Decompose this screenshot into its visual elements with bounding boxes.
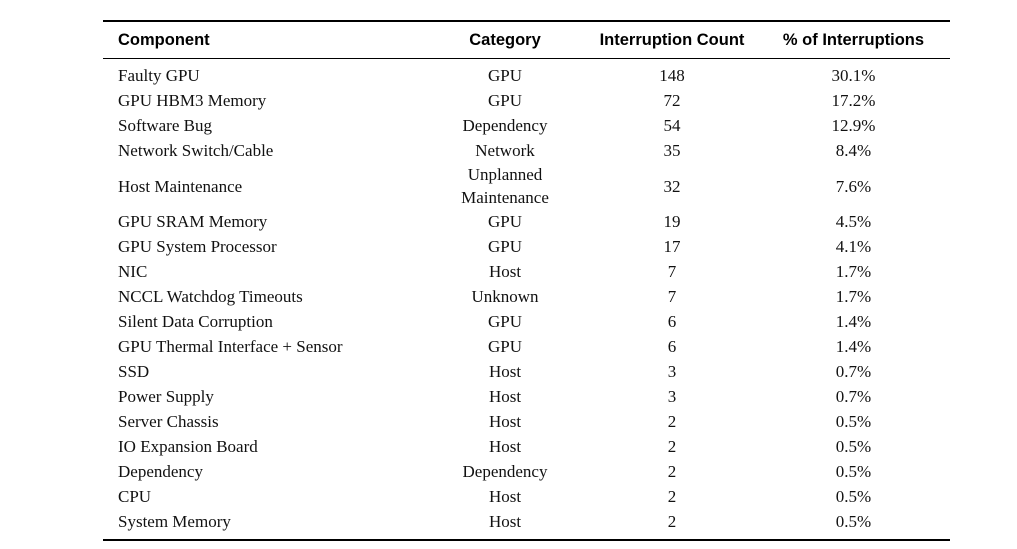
cell-component: GPU Thermal Interface + Sensor — [118, 337, 343, 356]
cell-component: SSD — [118, 362, 150, 381]
table-row: Silent Data Corruption GPU 6 1.4% — [103, 309, 950, 334]
cell-percent: 1.7% — [835, 262, 872, 281]
cell-category: Host — [488, 512, 522, 531]
cell-category: GPU — [487, 337, 522, 356]
header-row: Component Category Interruption Count % … — [103, 22, 950, 59]
table-row: GPU HBM3 Memory GPU 72 17.2% — [103, 88, 950, 113]
table-row: SSD Host 3 0.7% — [103, 359, 950, 384]
table-row: Faulty GPU GPU 148 30.1% — [103, 59, 950, 89]
cell-count: 6 — [667, 312, 677, 331]
cell-category: Unplanned Maintenance — [461, 165, 549, 207]
cell-percent: 30.1% — [831, 66, 876, 85]
cell-category: Host — [488, 437, 522, 456]
cell-category: Dependency — [462, 116, 548, 135]
cell-category: GPU — [487, 237, 522, 256]
table-row: Host Maintenance Unplanned Maintenance 32 7… — [103, 163, 950, 209]
cell-percent: 8.4% — [835, 141, 872, 160]
cell-component: Power Supply — [118, 387, 214, 406]
table-row: GPU System Processor GPU 17 4.1% — [103, 234, 950, 259]
header-category: Category — [423, 22, 587, 59]
cell-component: Network Switch/Cable — [118, 141, 274, 160]
cell-category: Unknown — [471, 287, 539, 306]
table-row: NIC Host 7 1.7% — [103, 259, 950, 284]
cell-component: Software Bug — [118, 116, 212, 135]
cell-percent: 1.7% — [835, 287, 872, 306]
cell-component: GPU System Processor — [118, 237, 277, 256]
cell-percent: 0.5% — [835, 462, 872, 481]
cell-count: 2 — [667, 487, 677, 506]
table-row: IO Expansion Board Host 2 0.5% — [103, 434, 950, 459]
header-component: Component — [103, 22, 423, 59]
table-row: System Memory Host 2 0.5% — [103, 509, 950, 534]
interruption-table: Component Category Interruption Count % … — [103, 20, 950, 541]
table-row: Power Supply Host 3 0.7% — [103, 384, 950, 409]
cell-percent: 12.9% — [831, 116, 876, 135]
cell-component: GPU SRAM Memory — [118, 212, 268, 231]
cell-category: GPU — [487, 312, 522, 331]
cell-count: 6 — [667, 337, 677, 356]
cell-category: Host — [488, 412, 522, 431]
table-row: Server Chassis Host 2 0.5% — [103, 409, 950, 434]
cell-component: CPU — [118, 487, 152, 506]
table-row: GPU SRAM Memory GPU 19 4.5% — [103, 209, 950, 234]
cell-percent: 7.6% — [835, 176, 872, 196]
cell-percent: 0.7% — [835, 387, 872, 406]
header-percent-interruptions: % of Interruptions — [757, 22, 950, 59]
cell-category: GPU — [487, 212, 522, 231]
cell-percent: 1.4% — [835, 312, 872, 331]
cell-count: 7 — [667, 262, 677, 281]
header-interruption-count: Interruption Count — [587, 22, 757, 59]
cell-count: 7 — [667, 287, 677, 306]
cell-category: Dependency — [462, 462, 548, 481]
cell-count: 17 — [663, 237, 681, 256]
cell-count: 3 — [667, 387, 677, 406]
component-interruptions-table: Component Category Interruption Count % … — [103, 22, 950, 534]
cell-percent: 4.1% — [835, 237, 872, 256]
table-row: NCCL Watchdog Timeouts Unknown 7 1.7% — [103, 284, 950, 309]
cell-component: Server Chassis — [118, 412, 219, 431]
cell-count: 2 — [667, 437, 677, 456]
cell-count: 32 — [663, 176, 681, 196]
cell-count: 19 — [663, 212, 681, 231]
cell-percent: 0.5% — [835, 437, 872, 456]
cell-percent: 0.5% — [835, 412, 872, 431]
cell-component: Silent Data Corruption — [118, 312, 273, 331]
cell-count: 2 — [667, 462, 677, 481]
cell-percent: 0.5% — [835, 487, 872, 506]
cell-percent: 4.5% — [835, 212, 872, 231]
cell-category: Host — [488, 362, 522, 381]
cell-category: Network — [475, 141, 535, 160]
table-row: Dependency Dependency 2 0.5% — [103, 459, 950, 484]
table-row: Software Bug Dependency 54 12.9% — [103, 113, 950, 138]
cell-component: Host Maintenance — [118, 176, 243, 196]
cell-count: 2 — [667, 512, 677, 531]
cell-component: Faulty GPU — [118, 66, 200, 85]
cell-count: 3 — [667, 362, 677, 381]
table-row: Network Switch/Cable Network 35 8.4% — [103, 138, 950, 163]
cell-component: Dependency — [118, 462, 203, 481]
cell-component: NCCL Watchdog Timeouts — [118, 287, 303, 306]
cell-count: 72 — [663, 91, 681, 110]
cell-count: 35 — [663, 141, 681, 160]
cell-percent: 1.4% — [835, 337, 872, 356]
table-row: CPU Host 2 0.5% — [103, 484, 950, 509]
cell-count: 148 — [659, 66, 685, 85]
cell-component: IO Expansion Board — [118, 437, 258, 456]
cell-percent: 0.7% — [835, 362, 872, 381]
cell-component: NIC — [118, 262, 148, 281]
cell-count: 2 — [667, 412, 677, 431]
cell-category: GPU — [487, 66, 522, 85]
cell-category: Host — [488, 487, 522, 506]
cell-component: GPU HBM3 Memory — [118, 91, 267, 110]
cell-percent: 0.5% — [835, 512, 872, 531]
cell-category: GPU — [487, 91, 522, 110]
table-row: GPU Thermal Interface + Sensor GPU 6 1.4% — [103, 334, 950, 359]
cell-count: 54 — [663, 116, 681, 135]
cell-category: Host — [488, 262, 522, 281]
table-body: Faulty GPU GPU 148 30.1% GPU HBM3 Memory GPU 7… — [103, 59, 950, 535]
cell-component: System Memory — [118, 512, 231, 531]
cell-percent: 17.2% — [831, 91, 876, 110]
cell-category: Host — [488, 387, 522, 406]
